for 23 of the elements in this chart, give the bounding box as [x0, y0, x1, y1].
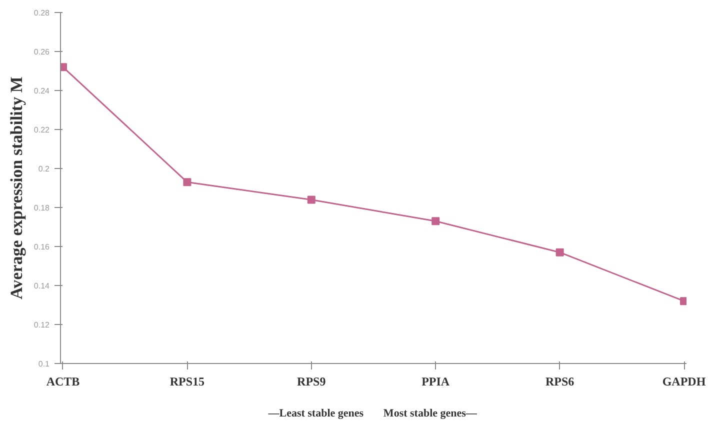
y-tick-label: 0.1 [38, 360, 50, 368]
point [556, 248, 564, 256]
text: —Least stable genes [267, 408, 364, 420]
x-tick-label: GAPDH [662, 374, 706, 388]
y-tick-label: 0.14 [34, 282, 50, 290]
y-tick-label: 0.26 [34, 48, 50, 56]
point [183, 178, 192, 186]
x-tick-label: RPS6 [545, 374, 574, 388]
y-tick-label: 0.22 [34, 126, 50, 134]
point [307, 196, 316, 204]
y-tick-label: 0.28 [34, 8, 50, 18]
y-tick-label: 0.2 [38, 164, 50, 174]
y-axis-title: Average expression stability M [6, 76, 26, 300]
y-tick-label: 0.16 [34, 242, 50, 252]
text: Most stable genes— [383, 408, 478, 420]
y-tick-label: 0.24 [34, 86, 50, 96]
x-tick-label: RPS9 [297, 374, 326, 388]
x-tick-label: PPIA [422, 374, 450, 388]
point [432, 217, 440, 226]
y-tick-label: 0.12 [34, 320, 50, 330]
x-tick-label: ACTB [46, 374, 80, 388]
y-tick-label: 0.18 [34, 204, 50, 212]
x-tick-label: RPS15 [170, 374, 205, 388]
